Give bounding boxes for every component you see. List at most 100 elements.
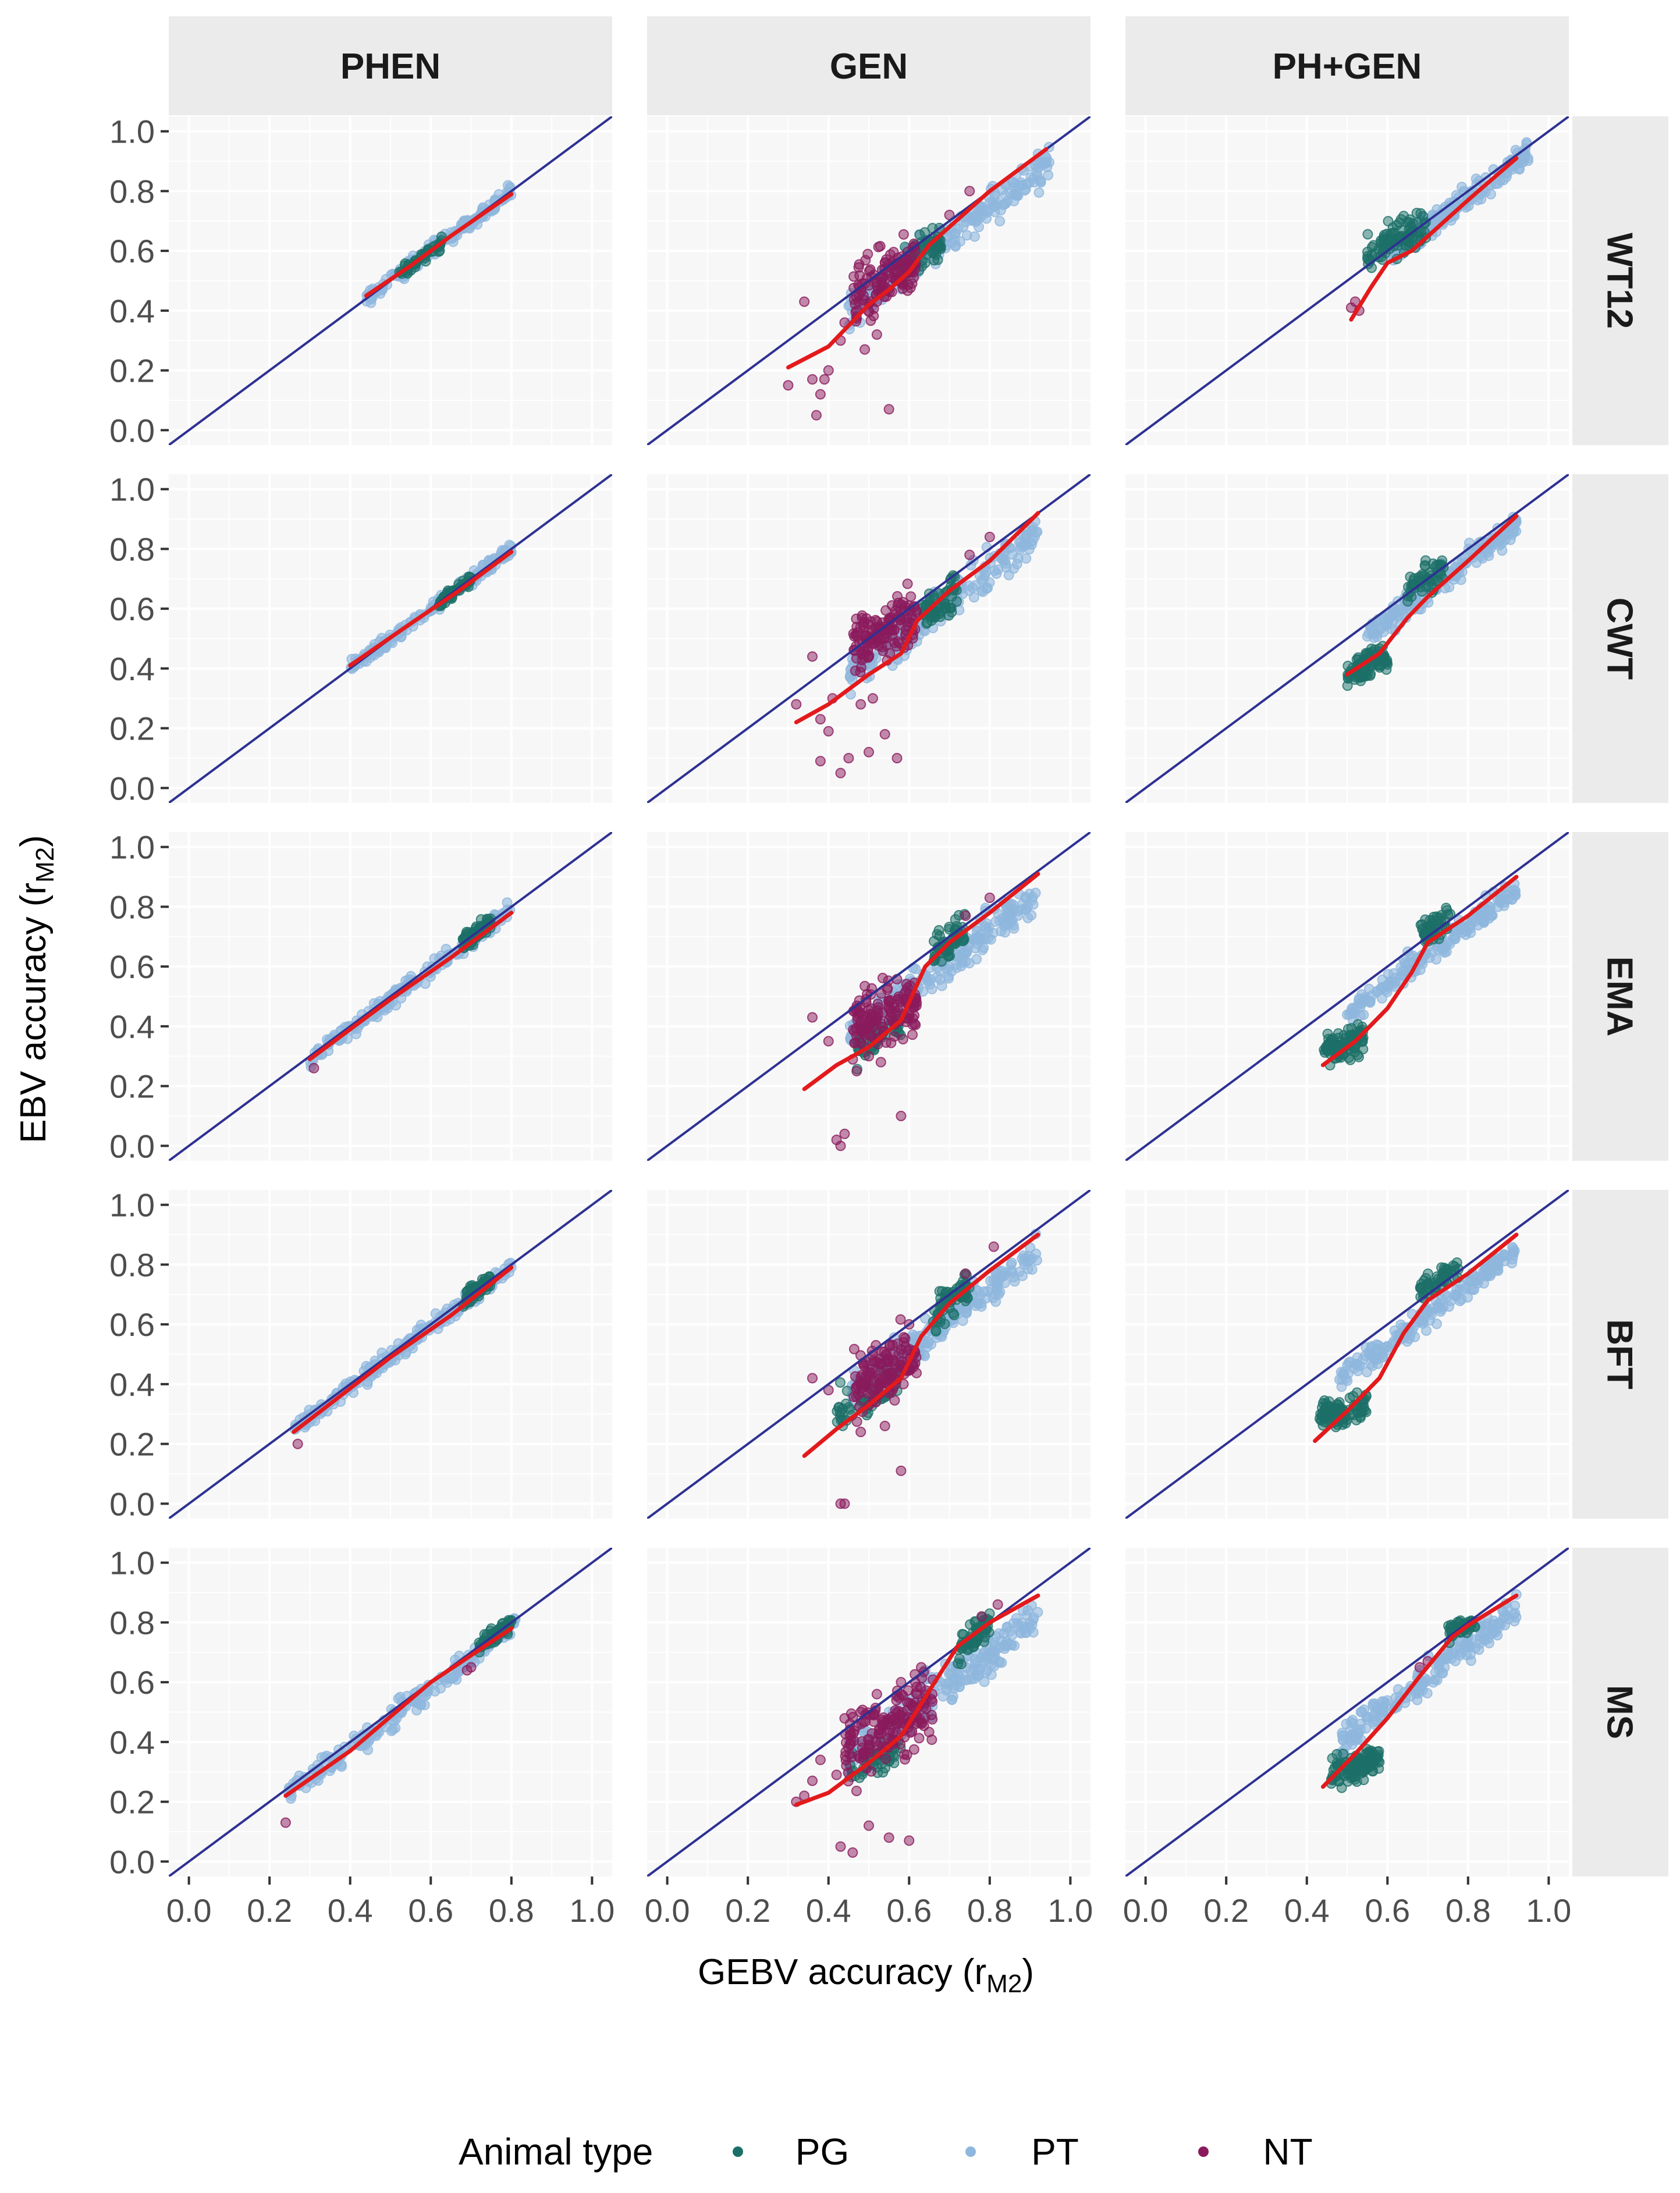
point-nt	[868, 311, 879, 322]
point-pt	[1467, 1284, 1478, 1295]
point-pt	[449, 1672, 460, 1683]
point-nt	[984, 893, 995, 903]
point-nt	[807, 374, 818, 385]
point-pt	[365, 297, 377, 308]
point-pt	[1479, 915, 1490, 926]
point-pg	[922, 617, 933, 628]
point-nt	[835, 767, 846, 779]
point-pg	[933, 607, 944, 618]
trend-line	[802, 1232, 1040, 1458]
point-nt	[898, 989, 909, 1000]
point-nt	[895, 1314, 906, 1325]
point-pg	[1359, 668, 1370, 679]
point-nt	[909, 1010, 920, 1021]
point-nt	[835, 1498, 846, 1509]
panel-bft-gen	[647, 1190, 1091, 1519]
point-pt	[994, 216, 1006, 227]
point-pt	[1424, 952, 1435, 963]
point-pg	[843, 1402, 854, 1413]
point-pt	[991, 568, 1002, 579]
point-pt	[1020, 1627, 1031, 1638]
point-pt	[954, 1681, 965, 1692]
point-nt	[851, 1023, 862, 1034]
point-nt	[860, 255, 871, 266]
point-nt	[886, 600, 897, 611]
point-nt	[854, 270, 865, 281]
point-nt	[887, 1339, 898, 1350]
point-pt	[1449, 933, 1460, 944]
point-pt	[957, 1315, 968, 1326]
point-pt	[1008, 920, 1019, 931]
point-pt	[982, 582, 993, 593]
plot-area	[647, 832, 1091, 1161]
point-pt	[1021, 553, 1032, 564]
point-pt	[1043, 169, 1054, 180]
point-nt	[960, 1268, 971, 1279]
point-pg	[944, 924, 955, 935]
point-pt	[956, 961, 967, 972]
point-pg	[1413, 571, 1425, 582]
point-nt	[859, 344, 871, 355]
point-pt	[1372, 1343, 1383, 1354]
point-pt	[1017, 1270, 1028, 1281]
reference-line	[647, 474, 1091, 803]
point-pt	[969, 231, 980, 242]
point-nt	[900, 1333, 911, 1344]
point-pt	[935, 974, 946, 985]
point-pg	[958, 934, 969, 945]
point-pt	[1001, 902, 1013, 914]
panels-layer	[169, 116, 1569, 1876]
trend-line	[802, 872, 1040, 1092]
reference-line	[647, 832, 1091, 1161]
point-pt	[1015, 544, 1026, 555]
point-nt	[815, 389, 826, 400]
point-pt	[1345, 1007, 1356, 1018]
trend-line	[348, 550, 514, 668]
trend-line	[364, 192, 514, 298]
point-pg	[1362, 229, 1373, 240]
trend-line	[1320, 875, 1519, 1068]
point-pt	[1012, 1618, 1023, 1629]
point-pt	[974, 1670, 985, 1681]
point-nt	[878, 272, 889, 283]
point-pt	[1380, 619, 1391, 630]
panel-wt12-gen	[647, 116, 1091, 445]
point-nt	[881, 254, 892, 265]
point-pg	[1415, 208, 1426, 219]
point-nt	[839, 1128, 850, 1139]
point-pg	[919, 227, 930, 238]
point-pg	[1427, 918, 1438, 929]
point-nt	[889, 625, 900, 636]
point-nt	[858, 1360, 869, 1371]
plot-area	[1125, 474, 1569, 803]
point-pt	[972, 1656, 983, 1667]
point-pt	[1508, 1250, 1519, 1261]
point-nt	[831, 1135, 842, 1146]
trend-line	[1345, 514, 1519, 677]
points	[807, 1228, 1042, 1509]
point-nt	[858, 621, 869, 632]
point-nt	[848, 1343, 859, 1355]
plot-area	[647, 1190, 1091, 1519]
point-nt	[911, 1367, 922, 1378]
panel-bft-ph-gen	[1125, 1190, 1569, 1519]
point-pg	[467, 1280, 478, 1291]
point-pt	[1352, 1366, 1363, 1377]
points	[791, 1599, 1043, 1858]
plot-area	[1125, 1190, 1569, 1519]
panel-ms-gen	[647, 1548, 1091, 1876]
point-pt	[1372, 631, 1383, 642]
point-pt	[950, 241, 961, 252]
point-pt	[1340, 1373, 1351, 1384]
point-pt	[994, 915, 1006, 926]
point-nt	[815, 714, 826, 725]
point-nt	[848, 628, 859, 639]
point-nt	[864, 1051, 874, 1062]
panel-ema-ph-gen	[1125, 832, 1569, 1161]
panel-cwt-ph-gen	[1125, 474, 1569, 803]
point-pg	[1432, 1271, 1443, 1282]
point-pt	[1010, 179, 1021, 190]
plot-area	[1125, 116, 1569, 445]
point-pt	[1352, 1352, 1363, 1363]
